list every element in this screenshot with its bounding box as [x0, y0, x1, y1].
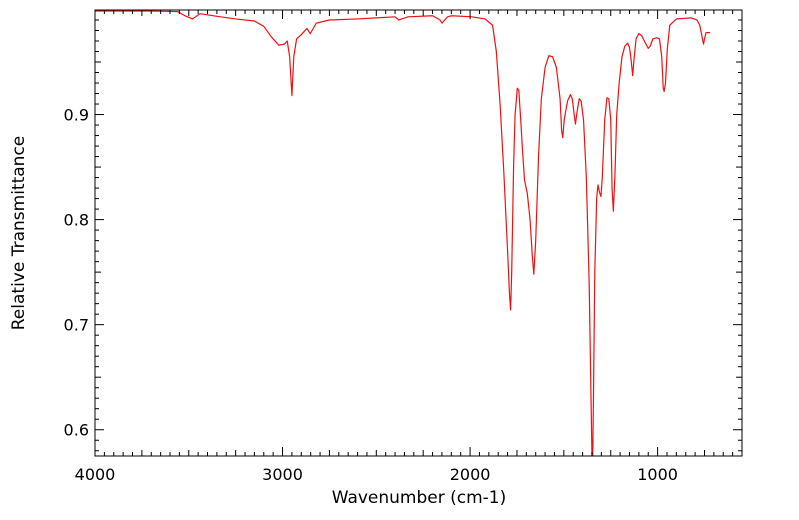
- y-axis-label: Relative Transmittance: [9, 136, 29, 331]
- series-line-0: [95, 10, 711, 456]
- y-tick-label: 0.7: [64, 316, 89, 335]
- y-tick-label: 0.9: [64, 106, 89, 125]
- y-tick-label: 0.8: [64, 211, 89, 230]
- x-tick-label: 1000: [637, 465, 678, 484]
- x-tick-label: 2000: [450, 465, 491, 484]
- axes: 4000 3000 2000 1000 0.6 0.7 0.8 0.9: [64, 9, 743, 484]
- y-tick-label: 0.6: [64, 421, 89, 440]
- x-tick-label: 3000: [262, 465, 303, 484]
- plot-frame: [94, 9, 743, 457]
- plot-area: [95, 10, 711, 456]
- x-axis-label: Wavenumber (cm-1): [332, 488, 507, 508]
- x-tick-label: 4000: [75, 465, 116, 484]
